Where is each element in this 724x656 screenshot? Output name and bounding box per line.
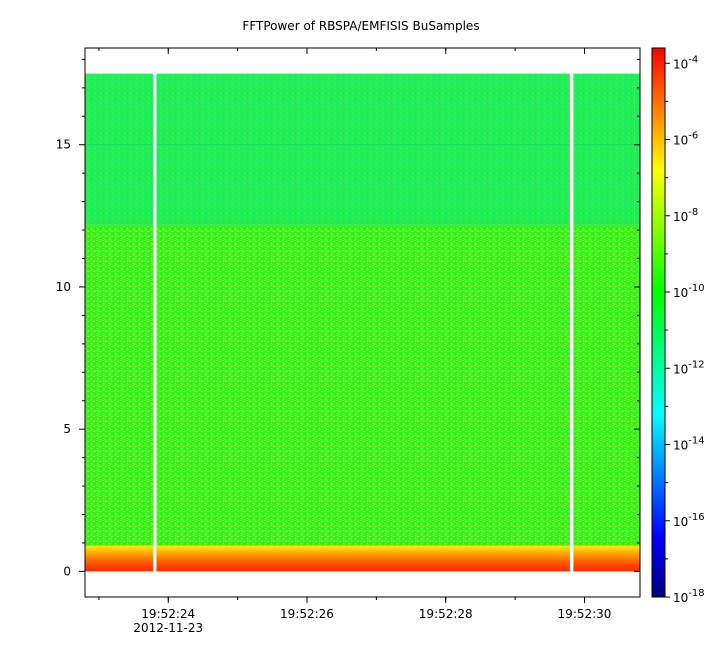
band-transition [85,221,640,228]
colorbar-tick-exponent: -8 [688,207,698,218]
band-power [85,224,640,546]
y-tick-label: 15 [56,138,71,152]
x-tick-label: 19:52:30 [558,607,612,621]
colorbar-tick-label: 10-6 [673,131,698,148]
colorbar-tick-label: 10-4 [673,54,698,71]
colorbar-tick-base: 10 [673,134,688,148]
x-tick-date-label: 2012-11-23 [133,621,203,635]
colorbar-tick-label: 10-10 [673,283,705,300]
colorbar-tick-base: 10 [673,210,688,224]
data-gap [569,73,574,572]
colorbar-tick-exponent: -6 [688,131,698,142]
colorbar-gradient [651,47,666,598]
y-axis: 0 5 10 15 [56,58,640,578]
x-tick-label: 19:52:26 [280,607,334,621]
colorbar-tick-base: 10 [673,591,688,605]
y-tick-label: 5 [63,422,71,436]
colorbar-tick-exponent: -14 [688,436,704,447]
y-tick-label: 10 [56,280,71,294]
data-gap [152,73,157,572]
colorbar-tick-base: 10 [673,286,688,300]
colorbar-tick-exponent: -4 [688,54,698,65]
colorbar-tick-base: 10 [673,57,688,71]
colorbar-tick-exponent: -10 [688,283,704,294]
colorbar-tick-label: 10-12 [673,359,705,376]
colorbar-tick-label: 10-18 [673,588,705,605]
y-tick-label: 0 [63,564,71,578]
x-tick-label: 19:52:24 [141,607,195,621]
plot-area [84,47,641,598]
colorbar-tick-label: 10-16 [673,512,705,529]
x-tick-label: 19:52:28 [419,607,473,621]
data-gaps [152,73,574,572]
colorbar-tick-label: 10-14 [673,436,705,453]
colorbar-tick-base: 10 [673,362,688,376]
colorbar-tick-label: 10-8 [673,207,698,224]
colorbar-tick-exponent: -16 [688,512,704,523]
colorbar-tick-base: 10 [673,515,688,529]
colorbar-tick-exponent: -12 [688,359,704,370]
band-low-frequency [85,545,640,572]
chart-title: FFTPower of RBSPA/EMFISIS BuSamples [242,19,479,33]
plot-frame [84,47,641,598]
band-power [85,73,640,225]
colorbar-tick-base: 10 [673,439,688,453]
colorbar-tick-exponent: -18 [688,588,704,599]
